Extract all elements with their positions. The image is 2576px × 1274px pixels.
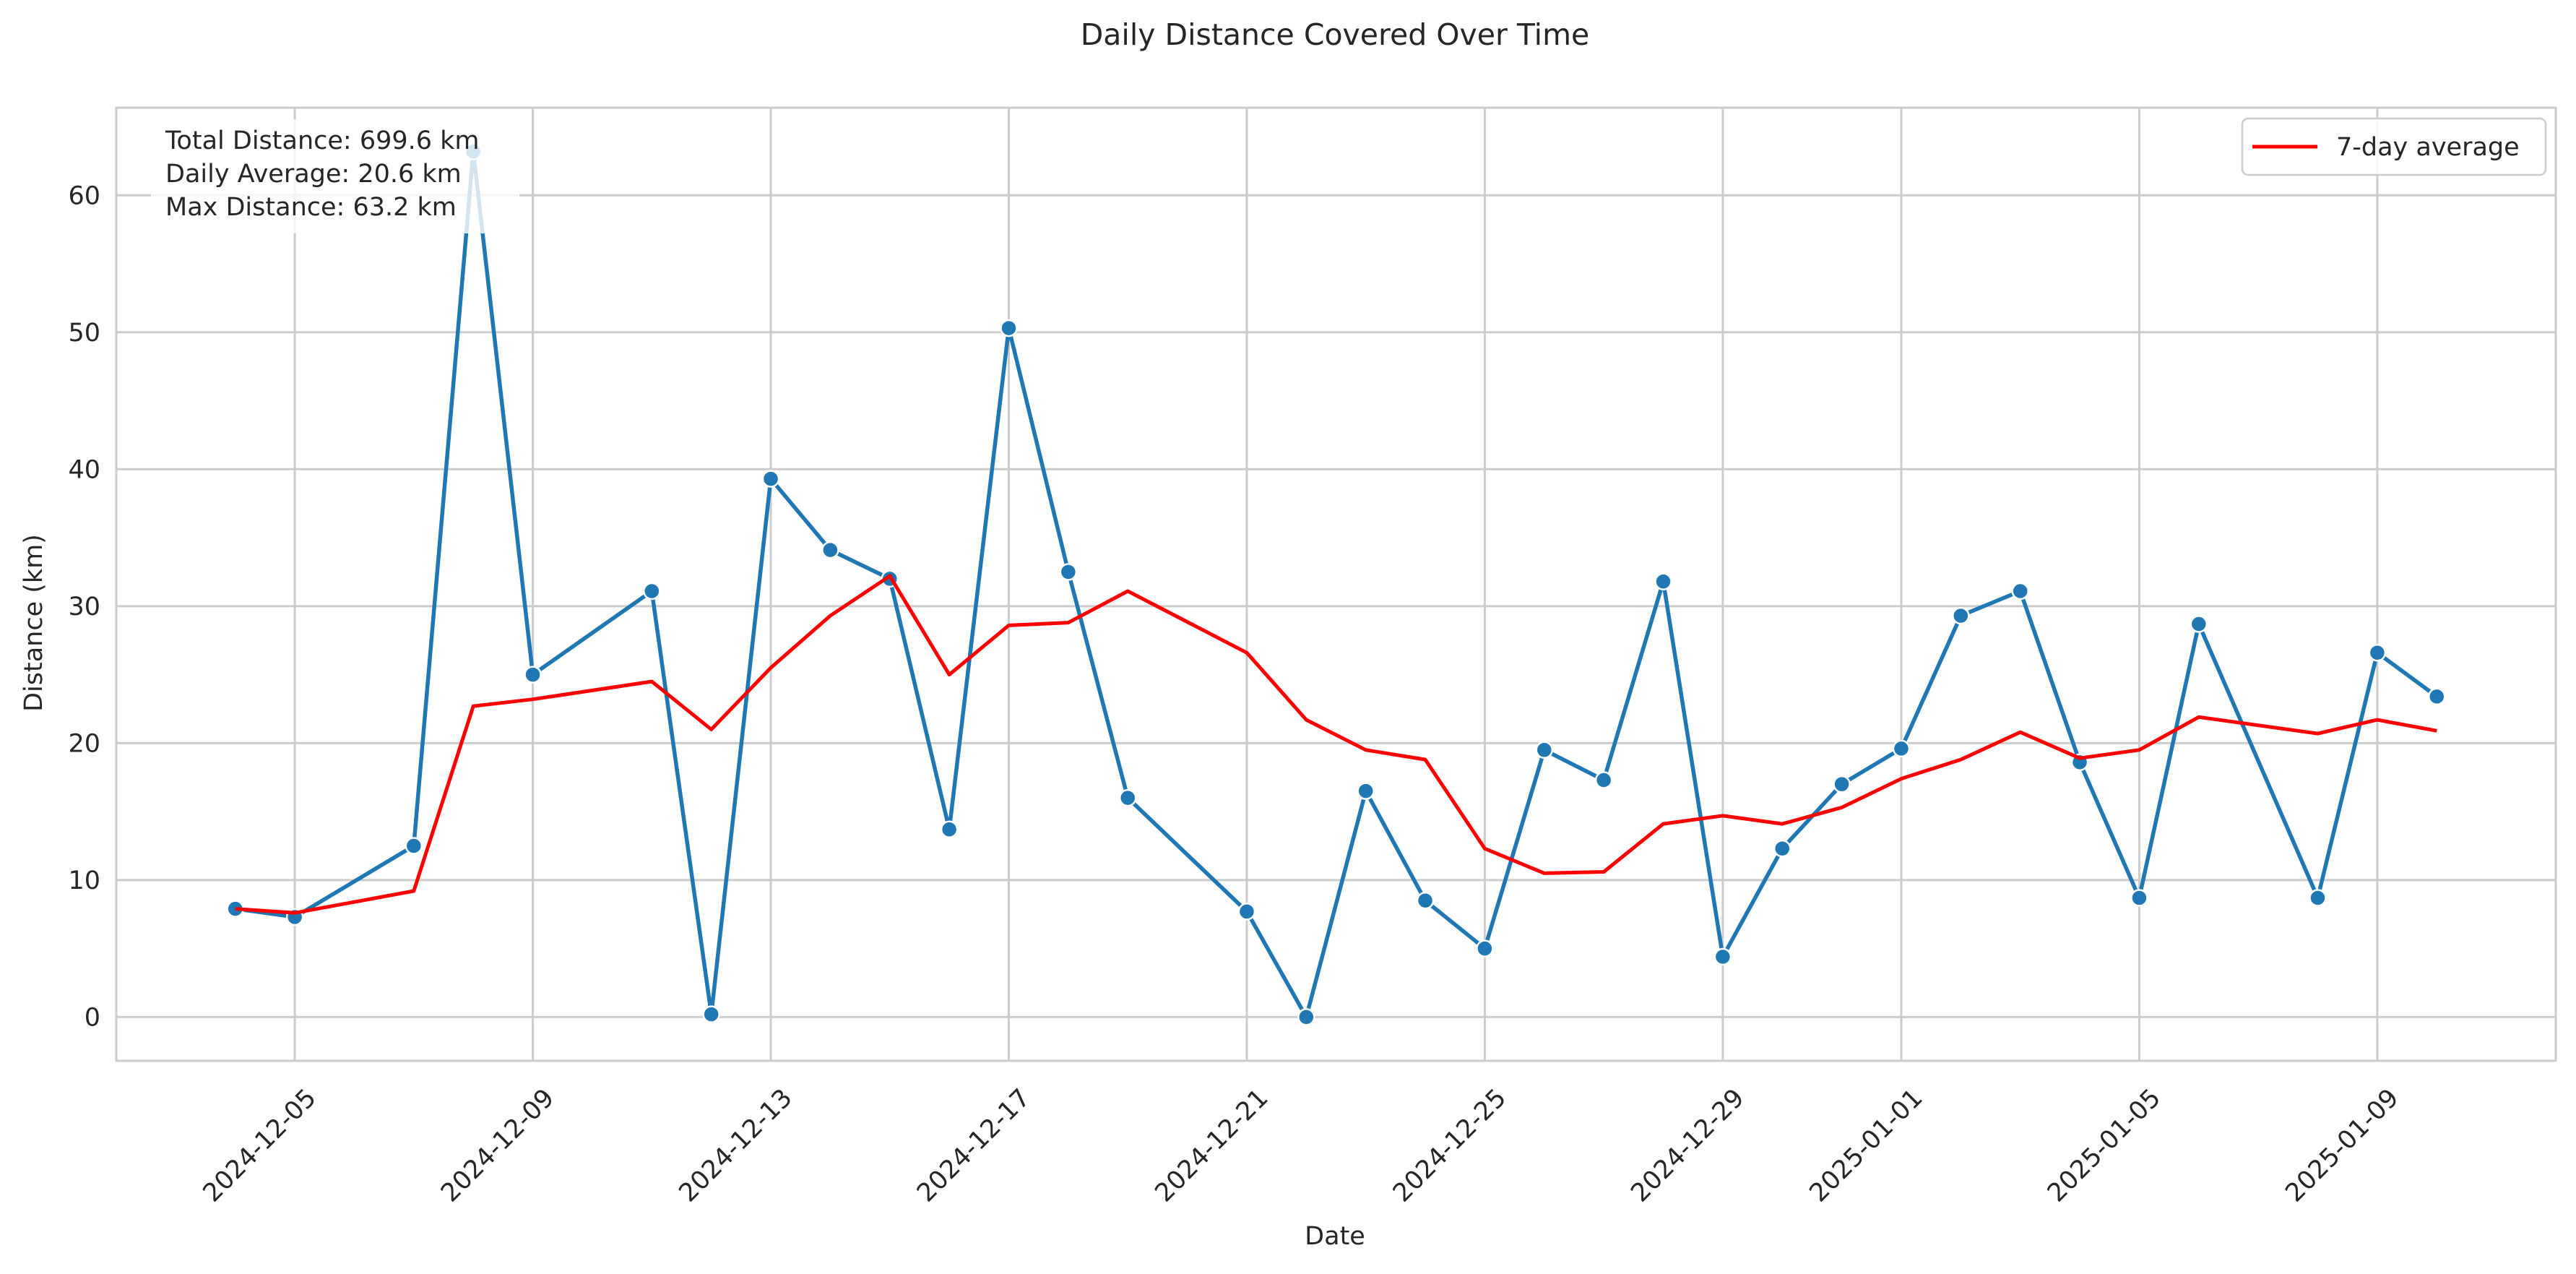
plot-area: Total Distance: 699.6 km Daily Average: 2… xyxy=(115,106,2557,1062)
data-point xyxy=(1237,903,1256,921)
grid-lines xyxy=(116,108,2556,1061)
legend-box xyxy=(2241,117,2547,176)
x-axis-label: Date xyxy=(1305,1222,1365,1251)
series-layer xyxy=(226,142,2446,1026)
data-point xyxy=(2368,644,2387,662)
annotation-box xyxy=(151,119,519,233)
data-point xyxy=(1118,788,1137,807)
data-point xyxy=(1000,319,1018,337)
data-point xyxy=(1357,782,1375,800)
data-point xyxy=(2011,582,2029,601)
data-point xyxy=(1952,606,1970,625)
data-point xyxy=(1297,1008,1315,1026)
plot-frame xyxy=(115,106,2557,1062)
data-point xyxy=(1833,775,1851,793)
y-tick-label: 0 xyxy=(85,1003,100,1032)
y-tick-label: 20 xyxy=(68,729,100,758)
data-point xyxy=(1713,947,1732,966)
stats-line: Total Distance: 699.6 km xyxy=(165,126,480,155)
data-point xyxy=(1892,739,1911,758)
data-point xyxy=(940,820,959,838)
y-axis-ticks: 0 10 20 30 40 50 60 xyxy=(68,181,100,1032)
average-line xyxy=(235,574,2437,915)
legend-label: 7-day average xyxy=(2336,133,2520,162)
y-tick-label: 40 xyxy=(68,455,100,484)
data-point xyxy=(761,470,780,488)
distance-line xyxy=(235,149,2438,1020)
data-point xyxy=(1476,939,1494,957)
data-point xyxy=(1594,771,1613,789)
stats-annotation: Total Distance: 699.6 km Daily Average: 2… xyxy=(151,119,519,233)
chart-title: Daily Distance Covered Over Time xyxy=(1081,17,1590,52)
legend: 7-day average xyxy=(2241,117,2547,176)
y-tick-label: 10 xyxy=(68,866,100,895)
y-tick-label: 50 xyxy=(68,319,100,348)
data-point xyxy=(1059,563,1078,581)
data-point xyxy=(524,666,542,684)
data-point xyxy=(702,1005,720,1023)
stats-line: Max Distance: 63.2 km xyxy=(165,193,457,222)
data-point xyxy=(405,837,423,855)
data-point xyxy=(1773,840,1791,858)
y-tick-label: 30 xyxy=(68,593,100,621)
data-point xyxy=(2190,615,2208,633)
data-point xyxy=(1535,741,1554,759)
y-axis-label: Distance (km) xyxy=(20,534,48,712)
stats-line: Daily Average: 20.6 km xyxy=(165,160,462,189)
y-tick-label: 60 xyxy=(68,181,100,210)
data-point xyxy=(1654,572,1672,590)
data-point xyxy=(2309,889,2327,907)
data-point xyxy=(643,582,661,601)
data-point xyxy=(1416,892,1435,910)
data-point xyxy=(2428,687,2446,706)
data-point xyxy=(2130,889,2148,907)
data-point xyxy=(821,541,839,559)
